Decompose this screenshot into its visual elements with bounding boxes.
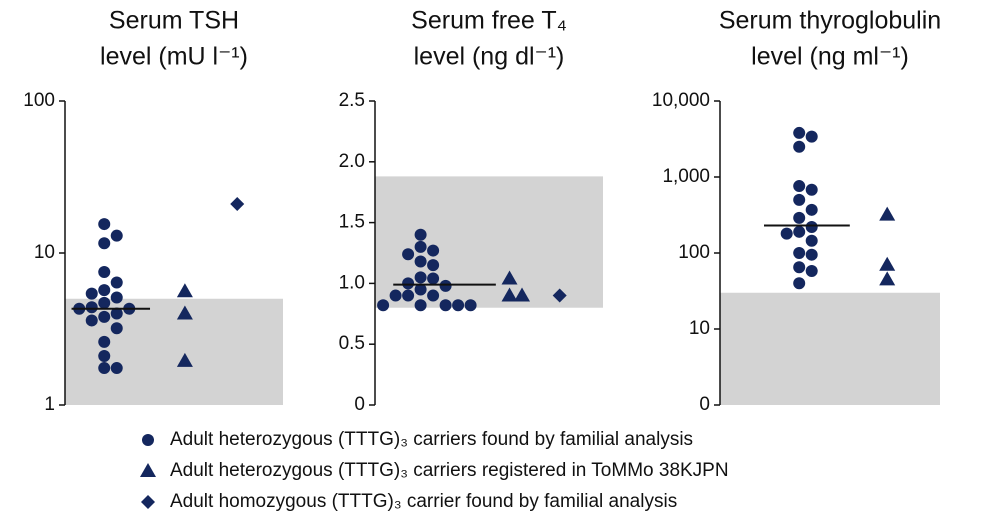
dot	[414, 299, 427, 312]
dot	[793, 211, 806, 224]
dot	[110, 362, 123, 375]
dot	[98, 350, 111, 363]
y-tick-label: 2.0	[339, 151, 365, 172]
diamond	[230, 197, 245, 212]
triangle	[501, 270, 518, 285]
dot	[85, 301, 98, 314]
y-tick-label: 1.5	[339, 212, 365, 233]
dot	[402, 248, 415, 261]
dot	[98, 265, 111, 278]
dot	[439, 279, 452, 292]
y-tick-label: 0.5	[339, 333, 365, 354]
dot	[793, 261, 806, 274]
dot	[110, 291, 123, 304]
diamond	[141, 495, 155, 509]
dot	[452, 299, 465, 312]
dot	[427, 244, 440, 257]
dot	[85, 314, 98, 327]
y-tick-label: 10	[689, 318, 710, 339]
dot	[110, 307, 123, 320]
y-tick-label: 100	[23, 90, 55, 111]
y-tick-label: 1,000	[662, 166, 710, 187]
dot	[98, 310, 111, 323]
dot	[414, 240, 427, 253]
dot	[464, 299, 477, 312]
dot	[414, 228, 427, 241]
y-tick-label: 10	[34, 242, 55, 263]
dot	[98, 335, 111, 348]
reference-band	[65, 298, 283, 405]
reference-band	[720, 292, 940, 405]
triangle	[501, 287, 518, 302]
dot	[110, 229, 123, 242]
dot	[780, 227, 793, 240]
dot	[98, 362, 111, 375]
dot	[793, 277, 806, 290]
chart-title: level (mU l⁻¹)	[100, 43, 248, 71]
dot	[98, 237, 111, 250]
triangle	[879, 206, 896, 221]
dot	[805, 248, 818, 261]
chart-title: Serum thyroglobulin	[719, 7, 941, 35]
y-tick-label: 0	[699, 394, 710, 415]
dot	[414, 255, 427, 268]
y-tick-label: 1.0	[339, 272, 365, 293]
dot	[110, 322, 123, 335]
chart-title: level (ng ml⁻¹)	[751, 43, 909, 71]
chart-title: Serum free T₄	[411, 7, 567, 35]
triangle	[176, 305, 193, 320]
dot	[427, 259, 440, 272]
triangle	[879, 271, 896, 286]
dot	[389, 289, 402, 302]
legend-label: Adult homozygous (TTTG)₃ carrier found b…	[170, 491, 677, 512]
legend-label: Adult heterozygous (TTTG)₃ carriers regi…	[170, 460, 729, 481]
dot	[98, 218, 111, 231]
dot	[793, 126, 806, 139]
dot	[805, 183, 818, 196]
dot	[110, 276, 123, 289]
dot	[377, 299, 390, 312]
dot	[414, 283, 427, 296]
legend-label: Adult heterozygous (TTTG)₃ carriers foun…	[170, 429, 693, 450]
triangle	[879, 256, 896, 271]
dot	[414, 271, 427, 284]
y-tick-label: 10,000	[652, 90, 710, 111]
dot	[85, 287, 98, 300]
triangle	[176, 283, 193, 298]
triangle	[140, 463, 156, 477]
dot	[793, 225, 806, 238]
dot	[427, 272, 440, 285]
y-tick-label: 0	[354, 394, 365, 415]
dot	[805, 130, 818, 143]
chart-title: Serum TSH	[109, 7, 239, 35]
dot	[427, 289, 440, 302]
diamond	[552, 288, 567, 303]
dot	[98, 296, 111, 309]
dot	[793, 140, 806, 153]
y-tick-label: 2.5	[339, 90, 365, 111]
dot	[98, 284, 111, 297]
dot	[402, 289, 415, 302]
dot	[793, 247, 806, 259]
dot	[402, 277, 415, 290]
chart-title: level (ng dl⁻¹)	[414, 43, 565, 71]
dot	[142, 434, 154, 446]
dot	[793, 180, 806, 193]
dot	[805, 220, 818, 233]
dot	[793, 193, 806, 206]
dot	[805, 203, 818, 216]
dot	[805, 264, 818, 277]
dot	[805, 234, 818, 247]
triangle	[176, 352, 193, 367]
y-tick-label: 1	[44, 394, 55, 415]
dot	[439, 299, 452, 312]
triangle	[514, 287, 531, 302]
y-tick-label: 100	[678, 242, 710, 263]
